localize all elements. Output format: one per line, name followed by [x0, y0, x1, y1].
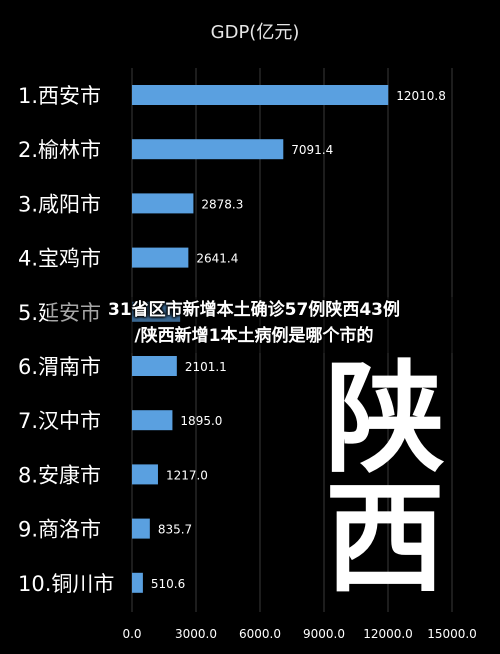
value-label: 510.6 — [151, 577, 185, 591]
category-label: 9.商洛市 — [18, 518, 101, 542]
value-label: 2878.3 — [201, 197, 243, 211]
category-label: 10.铜川市 — [18, 572, 114, 596]
headline-caption: 31省区市新增本土确诊57例陕西43例 /陕西新增1本土病例是哪个市的 — [48, 297, 460, 353]
bar — [132, 301, 181, 322]
category-label: 2.榆林市 — [18, 138, 101, 162]
value-label: 12010.8 — [396, 89, 446, 103]
headline-line-1: 31省区市新增本土确诊57例陕西43例 — [108, 300, 400, 320]
category-label: 7.汉中市 — [18, 409, 101, 433]
value-label: 2641.4 — [196, 252, 238, 266]
category-label: 6.渭南市 — [18, 355, 101, 379]
bar — [132, 139, 284, 160]
x-tick-label: 6000.0 — [239, 627, 281, 641]
x-tick-label: 9000.0 — [303, 627, 345, 641]
value-label: 1895.0 — [180, 414, 222, 428]
category-label: 4.宝鸡市 — [18, 247, 101, 271]
stamp-line-1: 陕 — [325, 350, 445, 489]
bar — [132, 356, 177, 376]
chart-title: GDP(亿元) — [211, 22, 300, 43]
bar — [132, 464, 158, 485]
category-label: 8.安康市 — [18, 463, 101, 487]
stamp-text: 陕 西 — [325, 350, 445, 609]
headline-line-2: /陕西新增1本土病例是哪个市的 — [134, 326, 374, 346]
value-label: 7091.4 — [291, 143, 333, 157]
bar — [132, 193, 194, 214]
value-label: 2101.1 — [185, 360, 227, 374]
value-label: 835.7 — [158, 523, 192, 537]
category-label: 3.咸阳市 — [18, 192, 101, 216]
bar — [132, 247, 189, 268]
bar — [132, 572, 143, 593]
category-labels: 1.西安市 2.榆林市 3.咸阳市 4.宝鸡市 5.延安市 6.渭南市 7.汉中市 8.安康市… — [18, 84, 114, 596]
category-label: 5.延安市 — [18, 301, 101, 325]
bar — [132, 518, 150, 539]
bar — [132, 410, 173, 431]
stamp-line-2: 西 — [325, 470, 445, 609]
category-label: 1.西安市 — [18, 84, 101, 108]
value-labels: 12010.8 7091.4 2878.3 2641.4 2101.1 1895.0 121… — [151, 89, 446, 591]
x-tick-labels: 0.0 3000.0 6000.0 9000.0 12000.0 15000.0 — [122, 627, 476, 641]
x-tick-label: 12000.0 — [363, 627, 413, 641]
x-tick-label: 15000.0 — [427, 627, 477, 641]
value-label: 1217.0 — [166, 468, 208, 482]
x-tick-label: 3000.0 — [175, 627, 217, 641]
bars — [132, 85, 389, 593]
bar — [132, 85, 389, 105]
x-tick-label: 0.0 — [122, 627, 141, 641]
